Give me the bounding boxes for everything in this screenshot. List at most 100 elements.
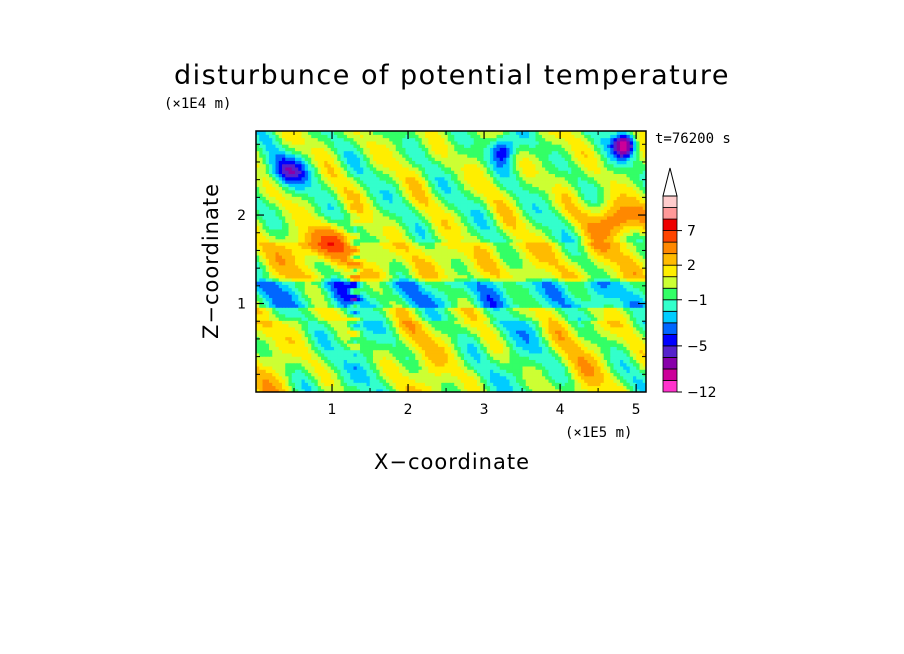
field-cell — [584, 313, 589, 318]
field-cell — [535, 313, 540, 318]
field-cell — [496, 375, 501, 380]
field-cell — [642, 297, 646, 302]
field-cell — [538, 343, 543, 347]
field-cell — [610, 333, 615, 338]
field-cell — [314, 261, 319, 266]
field-cell — [311, 277, 316, 282]
field-cell — [395, 388, 400, 392]
field-cell — [386, 261, 390, 266]
field-cell — [386, 258, 390, 263]
field-cell — [298, 284, 303, 289]
field-cell — [610, 326, 615, 331]
field-cell — [496, 310, 501, 315]
field-cell — [438, 274, 442, 279]
field-cell — [272, 365, 277, 370]
field-cell — [314, 372, 319, 377]
field-cell — [607, 268, 611, 272]
field-cell — [522, 274, 527, 279]
field-cell — [360, 349, 364, 354]
field-cell — [356, 365, 361, 370]
field-cell — [441, 297, 446, 302]
field-cell — [642, 323, 646, 328]
field-cell — [405, 333, 410, 338]
field-cell — [486, 343, 491, 347]
field-cell — [256, 281, 260, 285]
field-cell — [272, 268, 277, 272]
field-cell — [555, 333, 559, 338]
field-cell — [301, 300, 306, 305]
field-cell — [457, 297, 462, 302]
field-cell — [428, 271, 433, 276]
field-cell — [616, 375, 621, 380]
field-cell — [564, 365, 569, 370]
field-cell — [613, 346, 618, 351]
field-cell — [308, 349, 312, 354]
field-cell — [519, 372, 524, 377]
field-cell — [626, 277, 631, 282]
field-cell — [626, 268, 631, 272]
field-cell — [581, 290, 585, 295]
field-cell — [340, 287, 345, 292]
field-cell — [503, 277, 507, 282]
field-cell — [447, 268, 452, 272]
field-cell — [587, 290, 592, 295]
field-cell — [288, 323, 293, 328]
field-cell — [356, 372, 361, 377]
field-cell — [441, 268, 446, 272]
field-cell — [499, 378, 504, 383]
field-cell — [590, 320, 595, 325]
field-cell — [399, 281, 403, 285]
field-cell — [392, 320, 397, 325]
field-cell — [444, 303, 449, 308]
field-cell — [538, 346, 543, 351]
field-cell — [597, 336, 602, 341]
field-cell — [451, 385, 455, 390]
field-cell — [282, 300, 286, 305]
field-cell — [642, 362, 646, 367]
field-cell — [486, 362, 491, 367]
field-cell — [291, 330, 296, 334]
field-cell — [642, 352, 646, 357]
field-cell — [343, 274, 348, 279]
field-cell — [561, 290, 566, 295]
field-cell — [373, 284, 377, 289]
field-cell — [353, 326, 358, 331]
field-cell — [610, 336, 615, 341]
field-cell — [347, 310, 351, 315]
field-cell — [548, 277, 553, 282]
field-cell — [499, 369, 504, 374]
field-cell — [272, 336, 277, 341]
field-cell — [311, 326, 316, 331]
field-cell — [330, 297, 335, 302]
field-cell — [324, 330, 329, 334]
field-cell — [548, 307, 553, 312]
field-cell — [467, 294, 472, 298]
field-cell — [516, 352, 520, 357]
field-cell — [629, 323, 634, 328]
field-cell — [428, 284, 433, 289]
field-cell — [441, 349, 446, 354]
field-cell — [577, 333, 582, 338]
field-cell — [600, 349, 605, 354]
field-cell — [444, 375, 449, 380]
field-cell — [623, 277, 628, 282]
field-cell — [438, 323, 442, 328]
field-cell — [633, 333, 637, 338]
field-cell — [607, 356, 611, 360]
field-cell — [590, 271, 595, 276]
field-cell — [363, 369, 368, 374]
field-cell — [317, 382, 322, 387]
field-cell — [558, 378, 563, 383]
field-cell — [382, 277, 387, 282]
field-cell — [425, 369, 429, 374]
field-cell — [340, 359, 345, 364]
field-cell — [412, 382, 416, 387]
field-cell — [347, 326, 351, 331]
field-cell — [285, 339, 290, 344]
field-cell — [616, 281, 621, 285]
field-cell — [603, 323, 608, 328]
field-cell — [324, 352, 329, 357]
field-cell — [327, 356, 332, 360]
field-cell — [590, 330, 595, 334]
field-cell — [376, 284, 381, 289]
